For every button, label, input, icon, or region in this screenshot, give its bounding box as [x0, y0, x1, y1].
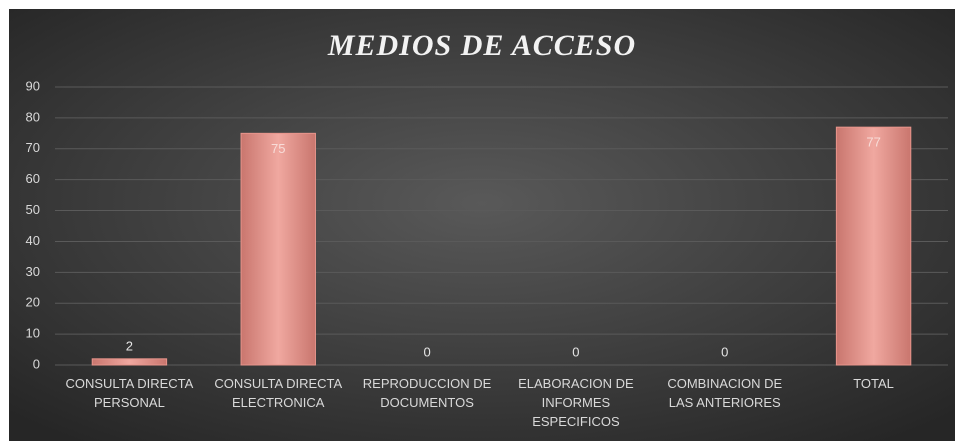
- data-label: 0: [721, 344, 728, 359]
- data-label: 0: [423, 344, 430, 359]
- x-tick-label: ELABORACION DE INFORMES ESPECIFICOS: [518, 376, 634, 429]
- data-label: 75: [271, 141, 285, 156]
- x-tick-label: TOTAL: [853, 376, 894, 391]
- x-tick-label: CONSULTA DIRECTA ELECTRONICA: [214, 376, 342, 410]
- x-tick-label: REPRODUCCION DE DOCUMENTOS: [363, 376, 492, 410]
- y-tick-label: 90: [26, 78, 40, 93]
- y-tick-label: 10: [26, 326, 40, 341]
- y-tick-label: 60: [26, 171, 40, 186]
- y-tick-label: 70: [26, 140, 40, 155]
- data-label: 77: [866, 135, 880, 150]
- y-tick-label: 50: [26, 202, 40, 217]
- y-tick-label: 0: [33, 356, 40, 371]
- y-tick-label: 40: [26, 233, 40, 248]
- y-tick-label: 30: [26, 264, 40, 279]
- y-tick-label: 80: [26, 109, 40, 124]
- data-label: 0: [572, 344, 579, 359]
- y-tick-label: 20: [26, 295, 40, 310]
- chart-title: MEDIOS DE ACCESO: [327, 29, 636, 62]
- bar: [835, 126, 912, 366]
- chart-background: [9, 9, 955, 441]
- bar: [91, 358, 168, 366]
- x-tick-label: COMBINACION DE LAS ANTERIORES: [667, 376, 782, 410]
- x-tick-label: CONSULTA DIRECTA PERSONAL: [65, 376, 193, 410]
- data-label: 2: [126, 338, 133, 353]
- bar: [240, 132, 316, 366]
